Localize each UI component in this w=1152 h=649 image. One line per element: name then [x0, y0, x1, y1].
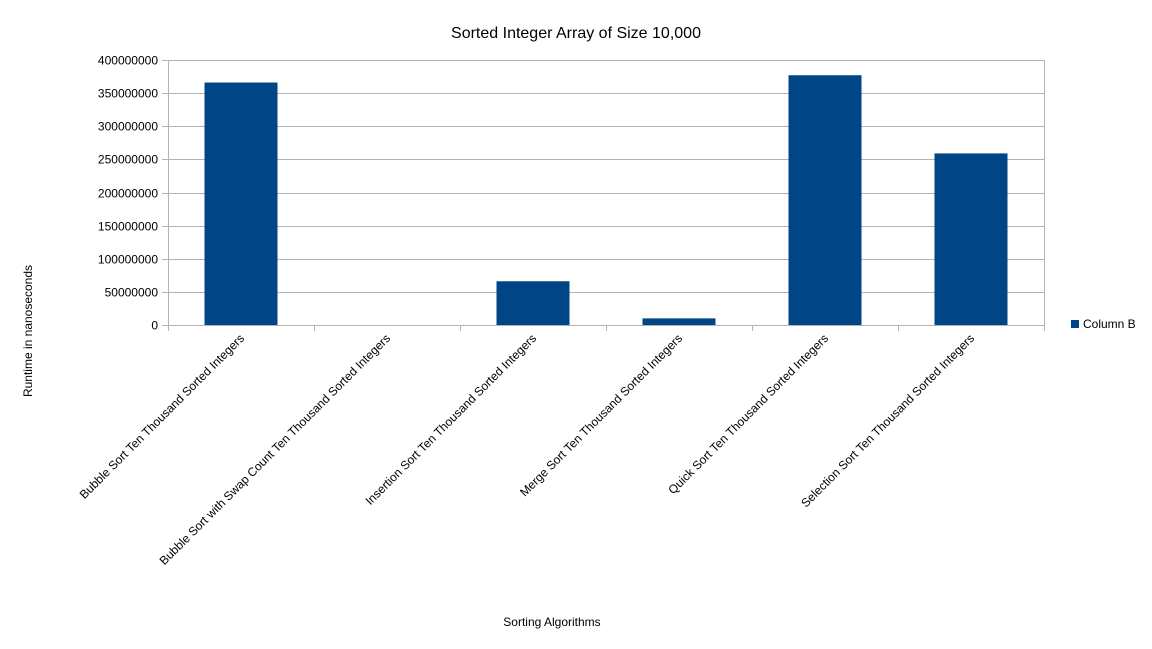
legend: Column B [1071, 317, 1136, 331]
y-tick-label: 400000000 [98, 54, 158, 68]
x-tick-label: Bubble Sort with Swap Count Ten Thousand… [157, 331, 393, 567]
x-tick-label: Merge Sort Ten Thousand Sorted Integers [517, 331, 685, 499]
y-tick-label: 50000000 [105, 286, 159, 300]
legend-swatch [1071, 320, 1079, 328]
y-tick-label: 100000000 [98, 253, 158, 267]
legend-label: Column B [1083, 317, 1136, 331]
x-tick-label: Quick Sort Ten Thousand Sorted Integers [665, 331, 831, 497]
chart-title: Sorted Integer Array of Size 10,000 [451, 25, 701, 42]
y-axis-label: Runtime in nanoseconds [21, 265, 35, 397]
y-tick-label: 200000000 [98, 187, 158, 201]
x-tick-label: Selection Sort Ten Thousand Sorted Integ… [798, 331, 977, 510]
bars [204, 75, 1008, 326]
bar [496, 281, 570, 325]
x-axis-label: Sorting Algorithms [503, 615, 600, 629]
bar [934, 153, 1008, 325]
bar [204, 82, 278, 326]
x-tick-label: Bubble Sort Ten Thousand Sorted Integers [77, 331, 247, 501]
grid [162, 60, 1045, 326]
bar [642, 318, 716, 325]
bar [788, 75, 862, 325]
y-tick-label: 350000000 [98, 87, 158, 101]
y-tick-label: 300000000 [98, 120, 158, 134]
y-tick-label: 250000000 [98, 153, 158, 167]
y-tick-label: 0 [151, 319, 158, 333]
y-tick-label: 150000000 [98, 220, 158, 234]
x-tick-label: Insertion Sort Ten Thousand Sorted Integ… [363, 331, 540, 508]
